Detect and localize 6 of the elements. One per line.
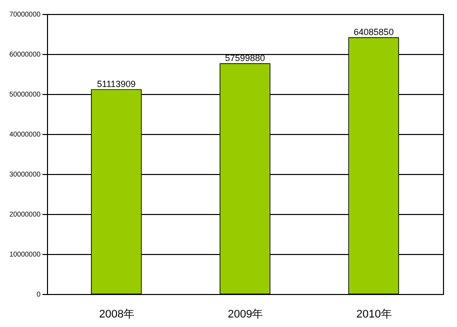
- x-tick-label: 2008年: [99, 308, 135, 320]
- data-label: 57599880: [224, 53, 266, 64]
- x-tick-label: 2010年: [356, 308, 392, 320]
- x-tick-label: 2009年: [228, 308, 264, 320]
- data-label: 51113909: [96, 79, 136, 90]
- data-label: 64085850: [354, 27, 394, 38]
